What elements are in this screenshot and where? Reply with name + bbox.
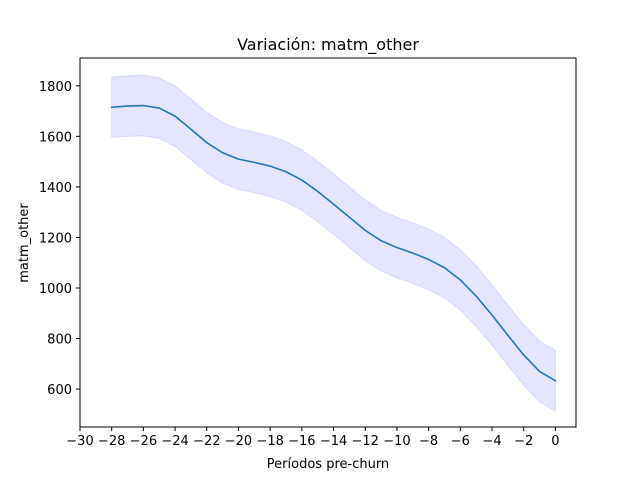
x-tick-label: −30 bbox=[66, 434, 93, 449]
ticks-layer: −30 −28 −26 −24 −22 −20 −18 −16 −14 −12 −10 −8 −6 −4−… bbox=[39, 80, 560, 449]
y-tick-label: 1200 bbox=[39, 231, 72, 246]
confidence-band-layer bbox=[111, 74, 556, 412]
confidence-band bbox=[111, 74, 556, 412]
y-tick-label: 600 bbox=[47, 383, 72, 398]
x-tick-label: −6 bbox=[451, 434, 470, 449]
x-tick-label: −24 bbox=[161, 434, 188, 449]
y-tick-label: 1400 bbox=[39, 181, 72, 196]
x-tick-label: −26 bbox=[130, 434, 157, 449]
x-tick-label: −8 bbox=[419, 434, 438, 449]
x-tick-label: −10 bbox=[383, 434, 410, 449]
y-tick-label: 1000 bbox=[39, 282, 72, 297]
plot-frame bbox=[79, 57, 577, 428]
series-line-layer bbox=[110, 104, 557, 382]
x-tick-label: −16 bbox=[288, 434, 315, 449]
x-tick-label: −18 bbox=[256, 434, 283, 449]
series-line bbox=[110, 104, 557, 382]
x-tick-label: −28 bbox=[98, 434, 125, 449]
y-tick-label: 800 bbox=[47, 333, 72, 348]
y-axis-title: matm_other bbox=[17, 203, 32, 283]
y-tick-label: 1800 bbox=[39, 80, 72, 95]
x-axis-title: Períodos pre-churn bbox=[267, 457, 389, 472]
x-tick-label: −2 bbox=[514, 434, 533, 449]
x-tick-label: −22 bbox=[193, 434, 220, 449]
x-tick-label: 0 bbox=[551, 434, 559, 449]
chart-title: Variación: matm_other bbox=[237, 35, 419, 55]
y-tick-label: 1600 bbox=[39, 130, 72, 145]
x-tick-label: −14 bbox=[320, 434, 347, 449]
x-tick-label: −4 bbox=[482, 434, 501, 449]
x-tick-label: −20 bbox=[225, 434, 252, 449]
x-tick-label: −12 bbox=[352, 434, 379, 449]
